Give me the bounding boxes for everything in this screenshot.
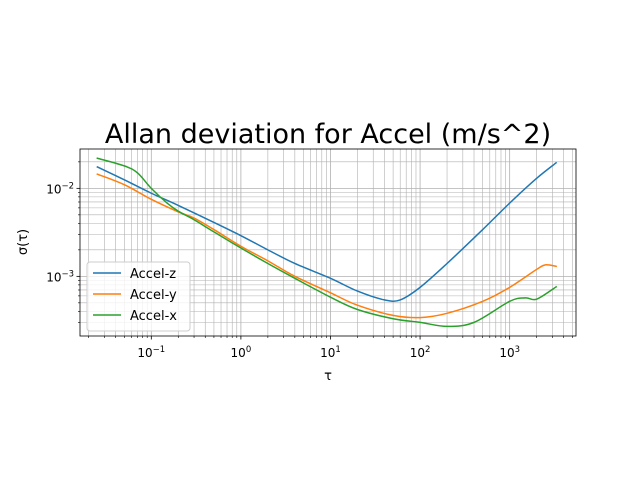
series-line-accel-z [96, 161, 558, 302]
series-lines [96, 157, 558, 328]
x-tick-label-exponent: 3 [515, 345, 520, 355]
x-tick-label-exponent: 1 [335, 345, 340, 355]
legend-label: Accel-x [130, 309, 177, 324]
y-axis-label: σ(τ) [16, 229, 31, 255]
x-tick-label-exponent: 0 [246, 345, 251, 355]
series-line-accel-x [96, 157, 558, 328]
legend-frame [86, 261, 191, 332]
y-tick-label: 10−2 [46, 181, 74, 196]
legend: Accel-z Accel-y Accel-x [86, 261, 191, 332]
x-tick-label-base: 10 [137, 346, 152, 360]
x-tick-label: 102 [410, 345, 431, 360]
x-tick-label: 100 [231, 345, 252, 360]
y-tick-label-exponent: −3 [61, 269, 74, 279]
x-tick-label-base: 10 [320, 346, 335, 360]
x-tick-label: 103 [499, 345, 520, 360]
y-tick-label-exponent: −2 [61, 181, 74, 191]
x-tick-label-exponent: −1 [153, 345, 166, 355]
plot-frame [79, 148, 577, 337]
legend-label: Accel-y [130, 288, 177, 303]
x-tick-label-exponent: 2 [425, 345, 430, 355]
y-tick-label: 10−3 [46, 269, 74, 284]
x-tick-label-base: 10 [231, 346, 246, 360]
y-tick-label-base: 10 [46, 270, 61, 284]
x-tick-label: 101 [320, 345, 341, 360]
y-tick-label-base: 10 [46, 182, 61, 196]
legend-label: Accel-z [130, 267, 176, 282]
chart-title: Allan deviation for Accel (m/s^2) [105, 119, 551, 150]
x-tick-label-base: 10 [499, 346, 514, 360]
x-tick-label-base: 10 [410, 346, 425, 360]
x-tick-label: 10−1 [137, 345, 165, 360]
x-axis-label: τ [324, 369, 332, 384]
